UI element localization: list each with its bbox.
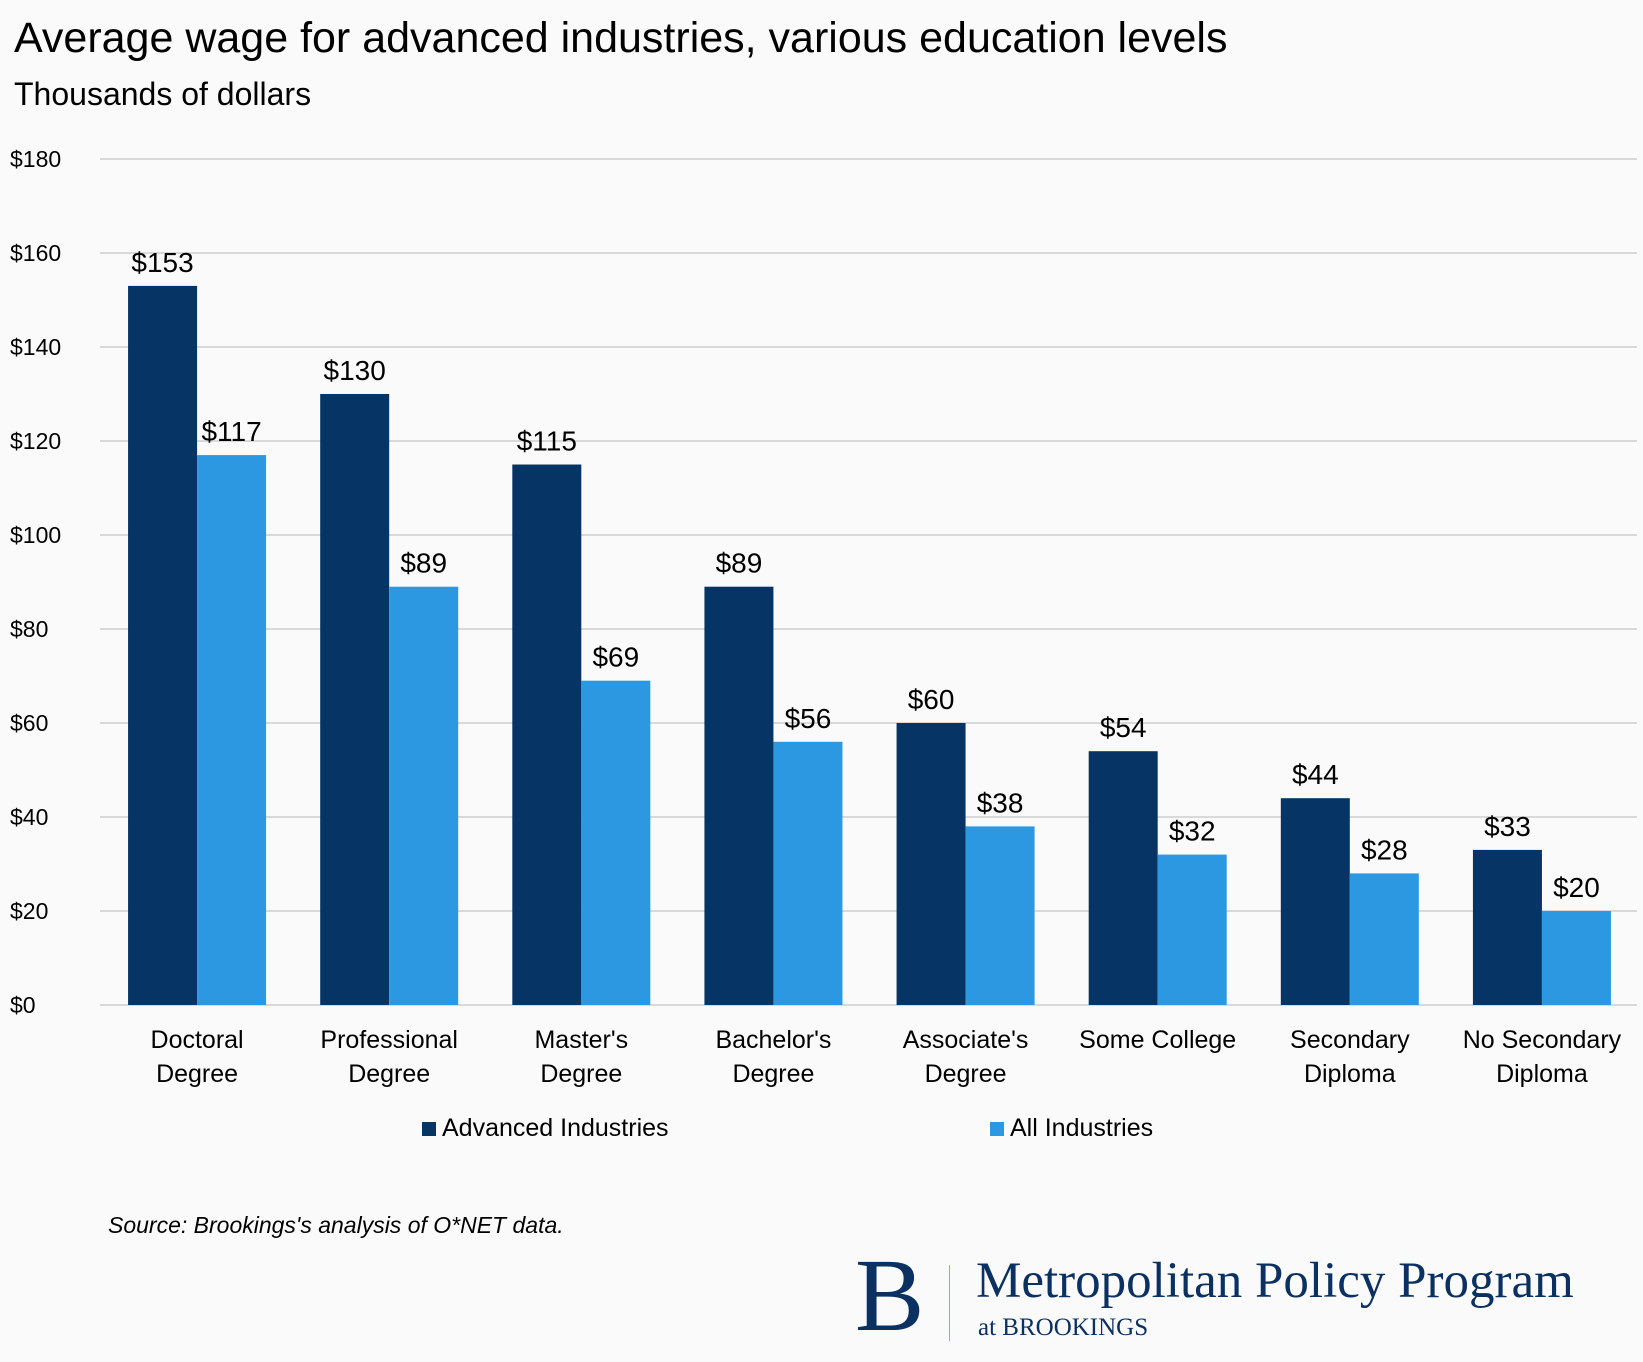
chart-title: Average wage for advanced industries, va… (14, 14, 1228, 62)
x-tick-label: Secondary (1290, 1026, 1410, 1054)
x-tick-label: Diploma (1496, 1060, 1588, 1088)
data-label: $28 (1361, 834, 1408, 865)
bar (965, 826, 1035, 1005)
data-label: $56 (785, 703, 832, 734)
x-tick-label: Degree (348, 1060, 430, 1088)
x-tick-label: No Secondary (1463, 1026, 1622, 1054)
bar (1472, 849, 1542, 1005)
bar (128, 285, 198, 1005)
y-tick-label: $140 (10, 334, 61, 360)
bar (1157, 854, 1227, 1005)
bar (1541, 911, 1611, 1005)
data-label: $44 (1292, 759, 1339, 790)
x-tick-label: Bachelor's (715, 1026, 831, 1054)
y-tick-label: $120 (10, 428, 61, 454)
bar (773, 741, 843, 1005)
source-note: Source: Brookings's analysis of O*NET da… (108, 1212, 564, 1238)
data-label: $89 (400, 548, 447, 579)
x-tick-label: Diploma (1304, 1060, 1396, 1088)
bar (389, 586, 459, 1005)
data-label: $38 (977, 787, 1024, 818)
bar (1349, 873, 1419, 1005)
logo-subtitle: at BROOKINGS (978, 1314, 1149, 1341)
x-tick-label: Associate's (903, 1026, 1029, 1054)
bar (512, 464, 582, 1005)
data-label: $89 (716, 548, 763, 579)
legend-item-all-industries: All Industries (990, 1114, 1153, 1143)
bar (896, 723, 966, 1005)
bar (197, 455, 267, 1006)
x-tick-label: Master's (534, 1026, 628, 1054)
y-tick-label: $60 (10, 710, 48, 736)
data-label: $130 (324, 355, 386, 386)
data-label: $69 (592, 642, 639, 673)
legend-swatch (422, 1121, 436, 1136)
x-tick-label: Doctoral (151, 1026, 244, 1054)
chart-subtitle: Thousands of dollars (14, 76, 312, 112)
legend-label: Advanced Industries (442, 1114, 669, 1142)
bar (1088, 751, 1158, 1005)
logo-letter: B (855, 1238, 925, 1353)
y-tick-label: $80 (10, 616, 48, 642)
data-label: $60 (908, 684, 955, 715)
data-label: $33 (1484, 811, 1531, 842)
bar (1280, 798, 1350, 1005)
x-tick-label: Degree (925, 1060, 1007, 1088)
x-tick-label: Professional (320, 1026, 458, 1054)
bar (704, 586, 774, 1005)
y-tick-label: $160 (10, 240, 61, 266)
x-tick-label: Degree (540, 1060, 622, 1088)
logo-name: Metropolitan Policy Program (976, 1253, 1574, 1309)
data-label: $115 (517, 426, 577, 457)
data-label: $54 (1100, 712, 1147, 743)
logo-divider (949, 1265, 950, 1341)
bar (320, 394, 390, 1005)
data-label: $117 (201, 416, 261, 447)
data-label: $20 (1553, 872, 1600, 903)
y-tick-label: $0 (10, 992, 36, 1018)
legend-item-advanced-industries: Advanced Industries (422, 1114, 669, 1143)
data-label: $32 (1169, 816, 1216, 847)
x-tick-label: Degree (156, 1060, 238, 1088)
data-label: $153 (131, 247, 193, 278)
x-tick-label: Degree (732, 1060, 814, 1088)
legend-swatch (990, 1121, 1004, 1136)
legend-label: All Industries (1010, 1114, 1154, 1142)
y-tick-label: $180 (10, 146, 61, 172)
x-tick-label: Some College (1079, 1026, 1236, 1054)
y-tick-label: $20 (10, 898, 48, 924)
bar (581, 680, 651, 1005)
y-tick-label: $40 (10, 804, 48, 830)
y-tick-label: $100 (10, 522, 61, 548)
